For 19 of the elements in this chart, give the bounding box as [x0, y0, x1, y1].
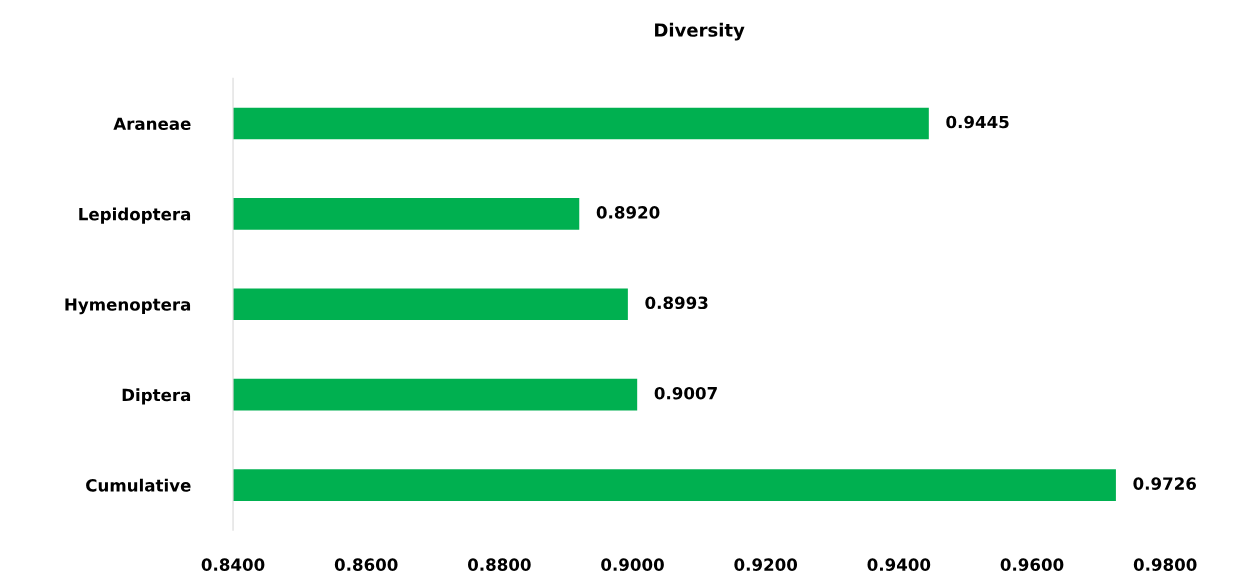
data-label: 0.9726 [1133, 477, 1196, 490]
x-tick-label: 0.9800 [1133, 558, 1197, 571]
data-label: 0.8993 [645, 296, 708, 310]
y-tick-label: Diptera [122, 388, 191, 405]
y-tick-label: Cumulative [86, 478, 191, 492]
x-tick-label: 0.9600 [1000, 558, 1064, 571]
x-tick-label: 0.8800 [468, 558, 531, 571]
x-tick-label: 0.9400 [867, 558, 931, 571]
data-label: 0.9445 [946, 115, 1009, 129]
x-tick-label: 0.9200 [734, 558, 798, 571]
x-tick-label: 0.8600 [334, 558, 398, 571]
x-tick-label: 0.8400 [201, 558, 265, 571]
data-label: 0.8920 [596, 206, 660, 219]
y-tick-label: Araneae [113, 117, 191, 131]
y-tick-label: Lepidoptera [79, 207, 191, 224]
data-label: 0.9007 [654, 386, 717, 400]
y-tick-label: Hymenoptera [65, 298, 191, 315]
x-tick-label: 0.9000 [601, 558, 664, 571]
chart-title: Diversity [655, 22, 745, 41]
